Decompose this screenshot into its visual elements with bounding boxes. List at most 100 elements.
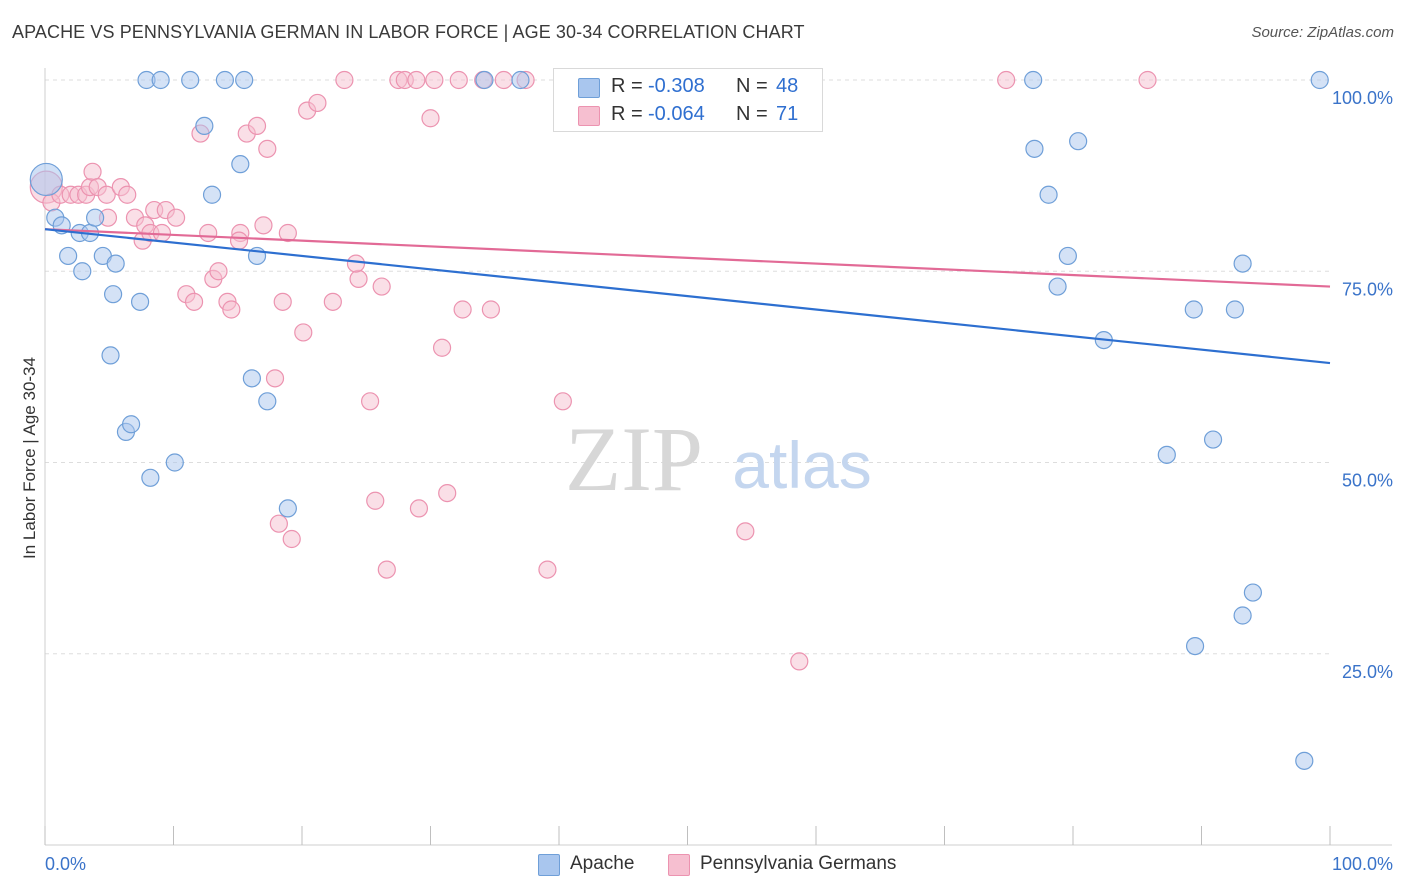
pennsylvania-germans-point: [152, 223, 172, 243]
pennsylvania-germans-point: [553, 392, 572, 411]
pennsylvania-germans-point: [538, 560, 557, 579]
apache-point: [1225, 300, 1245, 319]
apache-point: [59, 246, 78, 266]
pennsylvania-germans-point: [323, 292, 342, 311]
apache-point: [106, 254, 125, 273]
apache-point: [181, 70, 200, 90]
pennsylvania-germans-point: [409, 499, 429, 518]
apache-point: [1185, 636, 1205, 656]
pennsylvania-germans-point: [229, 231, 249, 250]
pennsylvania-germans-point: [449, 70, 468, 90]
apache-r-label: R =: [611, 75, 643, 97]
y-axis-label: In Labor Force | Age 30-34: [20, 357, 39, 559]
apache-point: [1025, 139, 1044, 158]
apache-point: [151, 70, 170, 90]
apache-point: [1058, 246, 1077, 266]
legend-row-pennsylvania-germans: R = -0.064 N = 71: [554, 100, 822, 128]
pagerman-legend-label: Pennsylvania Germans: [700, 853, 897, 874]
apache-point: [101, 346, 120, 365]
pennsylvania-germans-point: [494, 70, 513, 90]
apache-point: [1233, 254, 1252, 273]
pennsylvania-germans-point: [790, 652, 809, 671]
pennsylvania-germans-point: [282, 529, 301, 549]
pennsylvania-germans-point: [453, 300, 472, 319]
pennsylvania-germans-point: [265, 369, 285, 388]
pennsylvania-germans-point: [118, 185, 137, 204]
x-tick-labels: 0.0% 100.0%: [45, 854, 1393, 874]
pennsylvania-germans-trend-line: [44, 228, 1331, 288]
apache-point: [195, 116, 214, 136]
apache-legend-label: Apache: [570, 853, 635, 874]
x-tick-label: 100.0%: [1332, 854, 1393, 874]
apache-point: [141, 468, 160, 487]
series-pennsylvania-germans: [29, 70, 1157, 671]
watermark-atlas: atlas: [732, 428, 871, 502]
apache-point: [475, 70, 494, 90]
pennsylvania-germans-point: [294, 323, 313, 342]
apache-point: [29, 162, 63, 197]
pennsylvania-germans-point: [83, 162, 102, 181]
apache-trend-line: [44, 228, 1331, 365]
trend-lines: [44, 228, 1331, 365]
pennsylvania-germans-point: [254, 216, 273, 235]
pennsylvania-germans-point: [209, 262, 228, 281]
apache-legend-swatch: [538, 854, 560, 876]
apache-point: [242, 369, 261, 388]
apache-r-value: -0.308: [648, 75, 705, 97]
apache-swatch: [578, 78, 600, 98]
apache-point: [1203, 430, 1223, 449]
y-tick-label: 25.0%: [1342, 662, 1393, 682]
y-tick-label: 75.0%: [1342, 279, 1393, 299]
apache-point: [278, 499, 297, 518]
pennsylvania-germans-point: [273, 292, 292, 311]
pennsylvania-germans-point: [372, 277, 391, 296]
pagerman-n-value: 71: [776, 103, 799, 125]
pennsylvania-germans-point: [997, 70, 1016, 90]
x-tick-label: 0.0%: [45, 854, 86, 874]
y-tick-labels: 100.0% 75.0% 50.0% 25.0%: [1332, 88, 1393, 682]
pennsylvania-germans-point: [481, 300, 500, 319]
correlation-legend: R = -0.308 N = 48 R = -0.064 N = 71: [553, 68, 823, 132]
apache-point: [231, 155, 250, 174]
apache-point: [1069, 132, 1088, 151]
pennsylvania-germans-point: [335, 70, 354, 90]
pennsylvania-germans-point: [377, 560, 396, 579]
pennsylvania-germans-point: [269, 514, 288, 533]
apache-point: [258, 392, 277, 411]
pennsylvania-germans-point: [247, 116, 267, 136]
pagerman-legend-swatch: [668, 854, 690, 876]
pennsylvania-germans-point: [166, 208, 186, 227]
pagerman-r-label: R =: [611, 103, 643, 125]
apache-point: [165, 453, 184, 472]
pennsylvania-germans-point: [222, 300, 241, 319]
y-tick-label: 50.0%: [1342, 471, 1393, 491]
apache-point: [1295, 751, 1314, 770]
pennsylvania-germans-point: [349, 269, 368, 288]
pennsylvania-germans-point: [432, 338, 452, 357]
pagerman-swatch: [578, 106, 600, 126]
pennsylvania-germans-point: [361, 392, 380, 411]
chart-title: APACHE VS PENNSYLVANIA GERMAN IN LABOR F…: [12, 22, 805, 42]
apache-point: [235, 70, 254, 90]
apache-n-value: 48: [776, 75, 799, 97]
pennsylvania-germans-point: [199, 223, 218, 243]
pennsylvania-germans-point: [97, 185, 116, 204]
pennsylvania-germans-point: [425, 70, 444, 90]
pagerman-r-value: -0.064: [648, 103, 705, 125]
apache-point: [73, 262, 92, 281]
pennsylvania-germans-point: [258, 139, 277, 158]
source-credit: Source: ZipAtlas.com: [1251, 24, 1394, 41]
apache-point: [1048, 277, 1067, 296]
watermark: ZIP atlas: [565, 408, 872, 510]
y-tick-label: 100.0%: [1332, 88, 1393, 108]
apache-point: [215, 70, 234, 90]
apache-point: [1243, 583, 1263, 602]
pennsylvania-germans-point: [278, 223, 297, 243]
pennsylvania-germans-point: [421, 109, 440, 128]
apache-point: [1233, 606, 1252, 625]
pennsylvania-germans-point: [184, 292, 204, 311]
apache-point: [86, 208, 105, 227]
pennsylvania-germans-point: [1138, 70, 1157, 90]
pennsylvania-germans-point: [407, 70, 426, 90]
